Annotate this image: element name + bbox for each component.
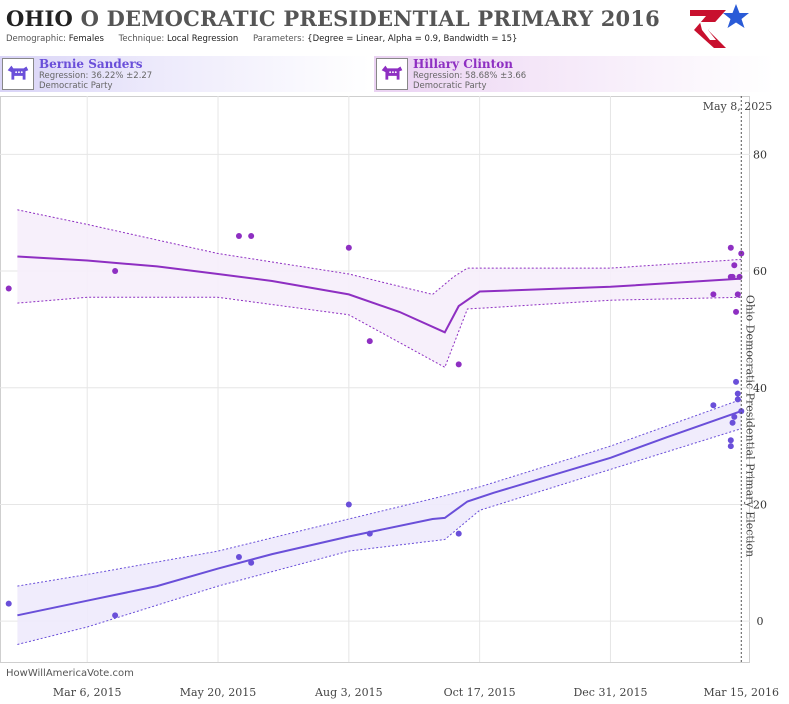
poll-point-sanders: [366, 530, 373, 537]
poll-point-sanders: [710, 402, 717, 409]
democratic-donkey-icon: [376, 58, 408, 90]
x-tick-label: Aug 3, 2015: [314, 686, 383, 699]
y-tick-label: 60: [753, 265, 767, 278]
chart-header: OHIO O DEMOCRATIC PRESIDENTIAL PRIMARY 2…: [0, 0, 789, 56]
candidate-card-sanders: Bernie Sanders Regression: 36.22% ±2.27 …: [0, 56, 370, 92]
poll-point-clinton: [733, 308, 740, 315]
candidate-regression: Regression: 58.68% ±3.66: [413, 71, 527, 81]
poll-point-sanders: [731, 413, 738, 420]
demographic-value: Females: [68, 34, 104, 44]
poll-point-sanders: [738, 408, 745, 415]
poll-point-sanders: [727, 437, 734, 444]
axes: 0 20 40 60 80 Mar 6, 2015 May 20, 2015 Aug 3, 2…: [53, 96, 779, 699]
election-label: Ohio Democratic Presidential Primary Ele…: [743, 295, 756, 557]
confidence-bands: [17, 209, 742, 645]
x-tick-label: Oct 17, 2015: [444, 686, 516, 699]
poll-point-sanders: [248, 559, 255, 566]
y-tick-label: 20: [753, 498, 767, 511]
candidate-name: Hillary Clinton: [413, 57, 513, 71]
poll-point-sanders: [729, 419, 736, 426]
poll-point-sanders: [345, 501, 352, 508]
poll-point-clinton: [736, 273, 743, 280]
candidate-card-clinton: Hillary Clinton Regression: 58.68% ±3.66…: [374, 56, 774, 92]
poll-point-clinton: [235, 233, 242, 240]
state-name: OHIO: [6, 6, 74, 31]
y-tick-label: 0: [757, 615, 764, 628]
poll-point-clinton: [727, 244, 734, 251]
current-date-label: May 8, 2025: [703, 100, 773, 113]
poll-point-sanders: [727, 443, 734, 450]
poll-point-sanders: [112, 612, 119, 619]
technique-value: Local Regression: [167, 34, 239, 44]
band-lower-clinton: [17, 296, 742, 369]
poll-point-clinton: [710, 291, 717, 298]
confidence-band-sanders: [17, 399, 742, 645]
band-lower-sanders: [17, 428, 742, 645]
plot-frame: [0, 96, 750, 663]
parameters-value: {Degree = Linear, Alpha = 0.9, Bandwidth…: [307, 34, 518, 44]
candidate-party: Democratic Party: [39, 81, 113, 91]
band-upper-sanders: [17, 398, 742, 587]
poll-point-sanders: [5, 600, 12, 607]
poll-point-clinton: [731, 262, 738, 269]
poll-point-clinton: [366, 338, 373, 345]
democratic-donkey-icon: [2, 58, 34, 90]
regression-line-sanders: [17, 410, 742, 617]
candidate-party: Democratic Party: [413, 81, 487, 91]
chart-title: OHIO O DEMOCRATIC PRESIDENTIAL PRIMARY 2…: [6, 6, 660, 31]
site-logo-icon: [690, 4, 749, 48]
technique-key: Technique:: [118, 34, 165, 44]
title-text: O DEMOCRATIC PRESIDENTIAL PRIMARY 2016: [80, 6, 660, 31]
chart-parameters: Demographic: Females Technique: Local Re…: [6, 34, 517, 44]
poll-point-sanders: [734, 390, 741, 397]
parameters-key: Parameters:: [252, 34, 305, 44]
poll-point-clinton: [5, 285, 12, 292]
regression-lines: [17, 255, 742, 617]
poll-point-sanders: [235, 553, 242, 560]
x-tick-label: Dec 31, 2015: [573, 686, 647, 699]
y-tick-label: 80: [753, 148, 767, 161]
demographic-key: Demographic:: [6, 34, 67, 44]
x-tick-label: Mar 6, 2015: [53, 686, 122, 699]
poll-point-clinton: [248, 233, 255, 240]
poll-point-clinton: [734, 291, 741, 298]
poll-point-clinton: [345, 244, 352, 251]
x-tick-label: Mar 15, 2016: [703, 686, 779, 699]
poll-point-clinton: [455, 361, 462, 368]
poll-point-clinton: [729, 273, 736, 280]
candidate-regression: Regression: 36.22% ±2.27: [39, 71, 153, 81]
watermark: HowWillAmericaVote.com: [6, 668, 134, 679]
y-tick-label: 40: [753, 382, 767, 395]
poll-point-sanders: [455, 530, 462, 537]
candidate-name: Bernie Sanders: [39, 57, 143, 71]
regression-line-clinton: [17, 255, 742, 334]
x-tick-label: May 20, 2015: [180, 686, 257, 699]
poll-point-sanders: [734, 396, 741, 403]
poll-point-sanders: [733, 378, 740, 385]
poll-point-clinton: [112, 268, 119, 275]
poll-points: [5, 233, 745, 619]
confidence-band-clinton: [17, 209, 742, 368]
